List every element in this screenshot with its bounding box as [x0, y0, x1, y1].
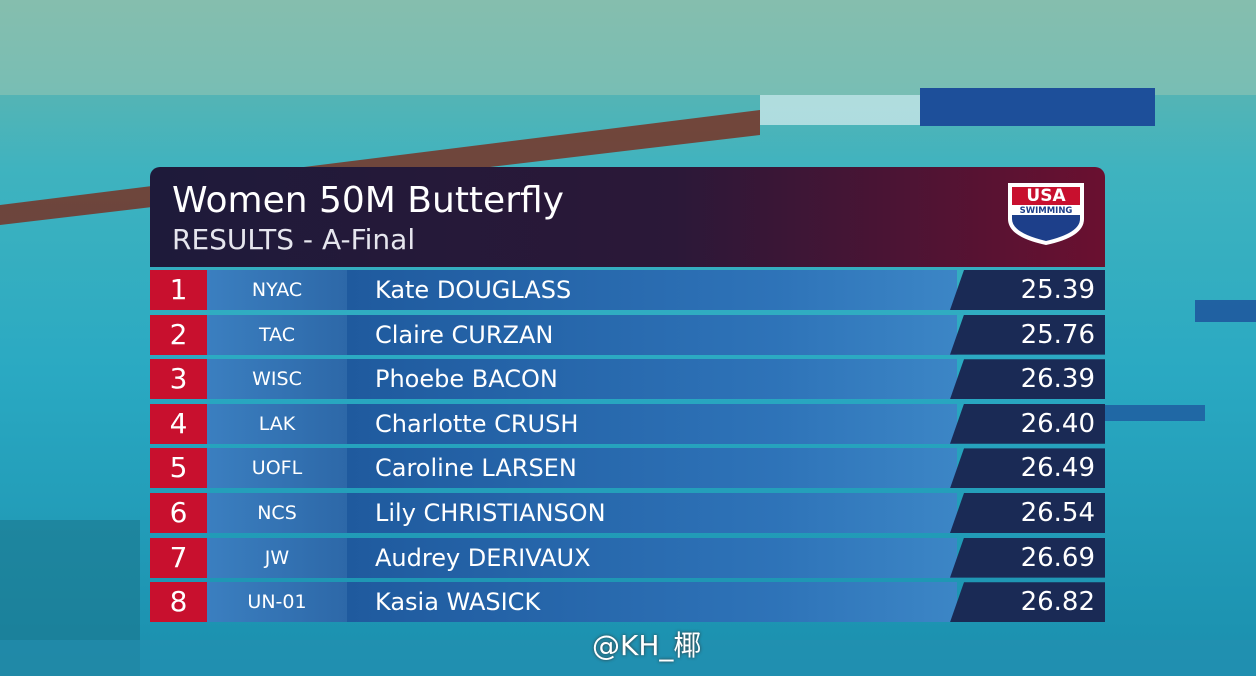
- time-band: 26.40: [950, 403, 1105, 444]
- result-row: 1 NYAC Kate DOUGLASS 25.39: [150, 270, 1105, 310]
- swimmer-name: Caroline LARSEN: [375, 454, 577, 483]
- swimmer-name: Audrey DERIVAUX: [375, 543, 591, 572]
- place: 5: [150, 448, 207, 489]
- result-row: 5 UOFL Caroline LARSEN 26.49: [150, 448, 1105, 489]
- result-row: 6 NCS Lily CHRISTIANSON 26.54: [150, 493, 1105, 533]
- time: 26.69: [1020, 542, 1095, 573]
- swimmer-name: Claire CURZAN: [375, 320, 554, 349]
- time-band: 26.69: [950, 537, 1105, 578]
- name-band: [347, 359, 957, 400]
- result-row: 4 LAK Charlotte CRUSH 26.40: [150, 403, 1105, 444]
- name-band: [347, 314, 957, 355]
- place: 6: [150, 493, 207, 533]
- place: 4: [150, 403, 207, 444]
- place: 1: [150, 270, 207, 310]
- place: 7: [150, 537, 207, 578]
- club: NYAC: [207, 270, 347, 310]
- name-band: [347, 403, 957, 444]
- name-band: [347, 270, 957, 310]
- time: 26.82: [1020, 587, 1095, 618]
- time: 26.39: [1020, 364, 1095, 395]
- swimmer-name: Kate DOUGLASS: [375, 276, 572, 304]
- club: NCS: [207, 493, 347, 533]
- club: LAK: [207, 403, 347, 444]
- header-bar: [150, 167, 1105, 267]
- time-band: 26.54: [950, 493, 1105, 533]
- club: JW: [207, 537, 347, 578]
- name-band: [347, 493, 957, 533]
- result-row: 2 TAC Claire CURZAN 25.76: [150, 314, 1105, 355]
- event-title: Women 50M Butterfly: [172, 180, 564, 221]
- swimmer-name: Lily CHRISTIANSON: [375, 499, 606, 527]
- logo-bottom: SWIMMING: [1020, 206, 1073, 216]
- name-band: [347, 537, 957, 578]
- place: 3: [150, 359, 207, 400]
- time: 25.76: [1020, 319, 1095, 350]
- event-subtitle: RESULTS - A-Final: [172, 223, 416, 256]
- time-band: 25.39: [950, 270, 1105, 310]
- result-row: 7 JW Audrey DERIVAUX 26.69: [150, 537, 1105, 578]
- usa-swimming-logo: USA SWIMMING: [1008, 183, 1084, 245]
- place: 2: [150, 314, 207, 355]
- logo-top: USA: [1026, 186, 1066, 206]
- name-band: [347, 448, 957, 489]
- club: UOFL: [207, 448, 347, 489]
- time: 26.40: [1020, 408, 1095, 439]
- result-row: 8 UN-01 Kasia WASICK 26.82: [150, 582, 1105, 623]
- club: WISC: [207, 359, 347, 400]
- time-band: 26.49: [950, 448, 1105, 489]
- time-band: 26.39: [950, 359, 1105, 400]
- watermark: @KH_椰: [592, 629, 702, 662]
- time: 26.54: [1020, 498, 1095, 528]
- time: 25.39: [1020, 275, 1095, 305]
- time-band: 26.82: [950, 582, 1105, 623]
- swimmer-name: Kasia WASICK: [375, 588, 541, 617]
- swimmer-name: Phoebe BACON: [375, 365, 558, 394]
- name-band: [347, 582, 957, 623]
- place: 8: [150, 582, 207, 623]
- club: TAC: [207, 314, 347, 355]
- result-row: 3 WISC Phoebe BACON 26.39: [150, 359, 1105, 400]
- swimmer-name: Charlotte CRUSH: [375, 409, 579, 438]
- time-band: 25.76: [950, 314, 1105, 355]
- club: UN-01: [207, 582, 347, 623]
- time: 26.49: [1020, 453, 1095, 484]
